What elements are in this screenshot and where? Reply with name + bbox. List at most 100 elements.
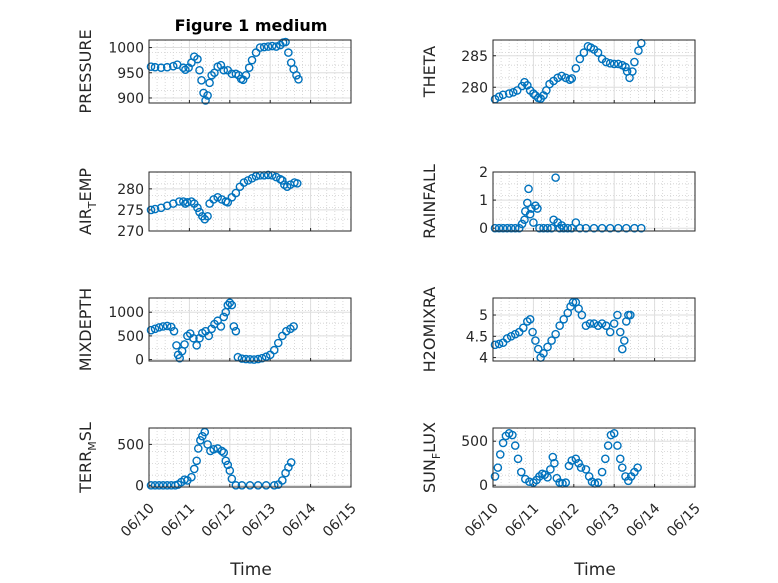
data-point: [539, 223, 548, 233]
data-point: [571, 64, 581, 73]
data-point: [593, 478, 603, 487]
data-point: [609, 319, 619, 328]
data-point: [223, 300, 233, 310]
data-point: [189, 464, 199, 474]
x-tick-label: 06/14: [624, 500, 664, 540]
data-point: [634, 46, 643, 56]
y-tick-label: 900: [117, 91, 144, 107]
data-point: [150, 324, 160, 334]
data-point: [543, 473, 552, 482]
y-tick-label: 500: [117, 329, 144, 345]
data-point: [245, 355, 255, 364]
y-axis-label: TERRMSL: [76, 422, 99, 494]
data-point: [269, 345, 279, 355]
data-point: [628, 67, 637, 76]
data-point: [237, 481, 247, 490]
data-point: [551, 173, 560, 182]
data-point: [529, 89, 538, 98]
data-point: [613, 441, 622, 450]
data-point: [613, 59, 623, 69]
x-tick-label: 06/12: [199, 501, 239, 541]
data-point: [490, 340, 500, 350]
data-point: [292, 70, 301, 80]
data-point: [571, 218, 581, 227]
y-tick-label: 4: [479, 351, 488, 367]
y-axis-label: AIRTEMP: [76, 168, 99, 235]
data-point: [557, 71, 566, 81]
data-point: [158, 481, 168, 490]
data-point: [192, 456, 201, 466]
data-point: [227, 300, 237, 310]
y-tick-label: 270: [117, 224, 144, 240]
data-point: [523, 198, 532, 208]
data-point: [498, 438, 508, 448]
data-point: [633, 463, 642, 472]
data-point: [244, 63, 254, 73]
data-point: [571, 454, 581, 464]
data-point: [189, 333, 198, 343]
data-point: [561, 73, 571, 83]
data-point: [261, 352, 271, 362]
x-axis-label-left: Time: [229, 560, 272, 580]
data-point: [597, 467, 607, 477]
data-point: [525, 209, 535, 219]
data-point: [162, 62, 172, 72]
data-point: [575, 54, 585, 64]
data-point: [239, 178, 249, 187]
figure-title: Figure 1 medium: [175, 16, 328, 35]
data-point: [494, 92, 504, 101]
data-point: [581, 223, 591, 233]
data-point: [225, 298, 235, 308]
data-point: [495, 450, 505, 459]
axes-background: [149, 298, 351, 361]
axes-border: [492, 427, 696, 488]
data-point: [146, 205, 156, 215]
data-point: [553, 73, 562, 83]
data-point: [263, 170, 273, 180]
data-point: [506, 223, 516, 233]
data-point: [630, 57, 639, 67]
x-tick-label: 06/10: [118, 501, 158, 541]
data-point: [231, 188, 241, 198]
data-point: [566, 302, 575, 311]
data-point: [231, 326, 241, 336]
data-point: [617, 344, 627, 354]
data-point: [494, 339, 504, 349]
data-point: [263, 42, 273, 51]
axes-border: [148, 427, 352, 488]
data-point: [510, 441, 520, 450]
data-point: [292, 179, 302, 188]
y-tick-label: 0: [479, 221, 488, 237]
data-point: [568, 297, 578, 307]
y-tick-label: 0: [479, 478, 488, 494]
data-point: [273, 338, 283, 348]
axes-background: [493, 298, 695, 361]
data-point: [563, 223, 573, 233]
data-point: [561, 478, 571, 487]
data-point: [241, 70, 251, 80]
x-tick-label: 06/11: [158, 501, 198, 541]
subplot-mixdepth: 0 500 1000 MIXDEPTH: [76, 288, 352, 371]
data-point: [528, 327, 537, 337]
data-point: [289, 322, 298, 331]
data-point: [621, 472, 630, 481]
data-point: [192, 341, 201, 350]
y-tick-label: 0: [135, 478, 144, 494]
subplot-theta: 280 285 THETA: [420, 38, 696, 104]
data-point: [261, 481, 271, 490]
data-point: [251, 171, 261, 181]
data-point: [219, 312, 229, 322]
data-point: [271, 42, 281, 51]
data-point: [193, 444, 203, 453]
y-axis-label: RAINFALL: [420, 164, 439, 239]
axes-background: [493, 428, 695, 487]
data-point: [267, 41, 277, 51]
data-point: [613, 310, 622, 320]
data-point: [158, 322, 168, 331]
data-point: [597, 223, 607, 233]
data-point: [601, 454, 610, 464]
data-point: [179, 197, 188, 206]
subplot-air_temp: 270 275 280 AIRTEMP: [76, 168, 352, 240]
y-tick-label: 280: [117, 182, 144, 198]
data-point: [512, 86, 522, 95]
